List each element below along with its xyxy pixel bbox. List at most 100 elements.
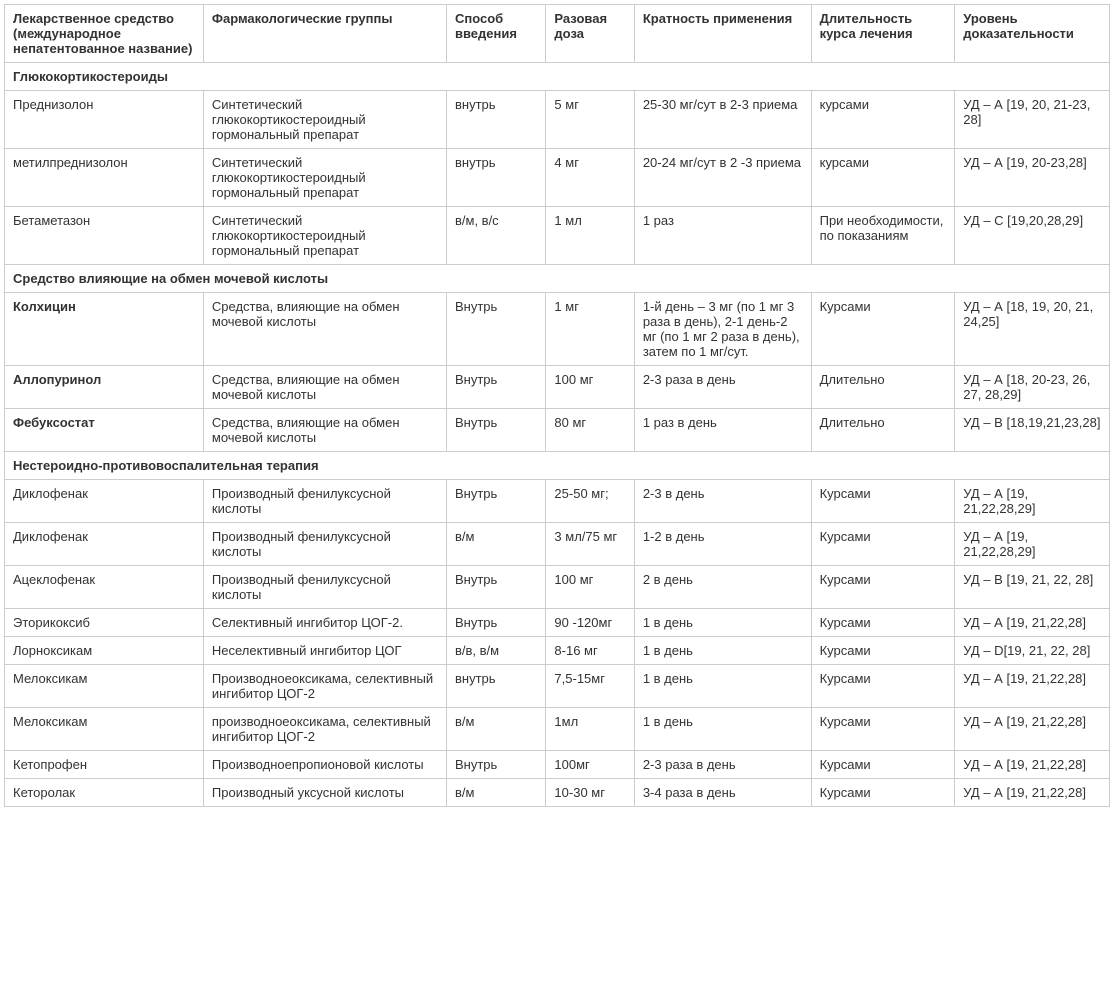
table-cell: 5 мг [546,91,634,149]
table-header: Лекарственное средство (международное не… [5,5,1110,63]
col-header-duration: Длительность курса лечения [811,5,955,63]
table-cell: Мелоксикам [5,665,204,708]
section-header-row: Нестероидно-противовоспалительная терапи… [5,452,1110,480]
table-row: АцеклофенакПроизводный фенилуксусной кис… [5,566,1110,609]
table-cell: Производный фенилуксусной кислоты [203,566,446,609]
table-cell: Курсами [811,637,955,665]
table-cell: Фебуксостат [5,409,204,452]
table-cell: 1-й день – 3 мг (по 1 мг 3 раза в день),… [634,293,811,366]
table-cell: Курсами [811,751,955,779]
table-cell: УД – С [19,20,28,29] [955,207,1110,265]
table-cell: УД – А [19, 21,22,28,29] [955,523,1110,566]
table-cell: 100 мг [546,566,634,609]
section-header-cell: Глюкокортикостероиды [5,63,1110,91]
table-cell: Курсами [811,523,955,566]
table-cell: Синтетический глюкокортикостероидный гор… [203,91,446,149]
table-cell: Курсами [811,293,955,366]
table-row: КетопрофенПроизводноепропионовой кислоты… [5,751,1110,779]
table-row: КолхицинСредства, влияющие на обмен моче… [5,293,1110,366]
table-row: ДиклофенакПроизводный фенилуксусной кисл… [5,523,1110,566]
table-cell: 25-30 мг/сут в 2-3 приема [634,91,811,149]
table-cell: 2 в день [634,566,811,609]
table-cell: курсами [811,91,955,149]
table-cell: Кеторолак [5,779,204,807]
table-cell: в/м [446,779,545,807]
table-cell: Курсами [811,566,955,609]
table-cell: 1 раз в день [634,409,811,452]
table-cell: УД – А [19, 20, 21-23, 28] [955,91,1110,149]
table-cell: Синтетический глюкокортикостероидный гор… [203,149,446,207]
table-cell: Производный уксусной кислоты [203,779,446,807]
medication-table: Лекарственное средство (международное не… [4,4,1110,807]
table-cell: 8-16 мг [546,637,634,665]
table-cell: Длительно [811,409,955,452]
table-cell: Длительно [811,366,955,409]
table-row: МелоксикамПроизводноеоксикама, селективн… [5,665,1110,708]
col-header-frequency: Кратность применения [634,5,811,63]
table-cell: в/м [446,708,545,751]
table-cell: Производноепропионовой кислоты [203,751,446,779]
table-cell: Производный фенилуксусной кислоты [203,523,446,566]
table-cell: Неселективный ингибитор ЦОГ [203,637,446,665]
table-cell: 25-50 мг; [546,480,634,523]
col-header-group: Фармакологические группы [203,5,446,63]
table-cell: 1 мг [546,293,634,366]
col-header-evidence: Уровень доказательности [955,5,1110,63]
table-row: ФебуксостатСредства, влияющие на обмен м… [5,409,1110,452]
table-cell: УД – D[19, 21, 22, 28] [955,637,1110,665]
table-cell: УД – В [18,19,21,23,28] [955,409,1110,452]
table-cell: Лорноксикам [5,637,204,665]
table-cell: Преднизолон [5,91,204,149]
table-cell: Синтетический глюкокортикостероидный гор… [203,207,446,265]
table-cell: в/м, в/с [446,207,545,265]
table-cell: 20-24 мг/сут в 2 -3 приема [634,149,811,207]
table-cell: Бетаметазон [5,207,204,265]
table-cell: Курсами [811,708,955,751]
table-cell: Производноеоксикама, селективный ингибит… [203,665,446,708]
section-header-cell: Нестероидно-противовоспалительная терапи… [5,452,1110,480]
table-cell: УД – А [18, 20-23, 26, 27, 28,29] [955,366,1110,409]
table-cell: 1 мл [546,207,634,265]
table-cell: Курсами [811,779,955,807]
table-row: Мелоксикампроизводноеоксикама, селективн… [5,708,1110,751]
table-row: ЛорноксикамНеселективный ингибитор ЦОГ в… [5,637,1110,665]
table-cell: в/в, в/м [446,637,545,665]
table-row: ПреднизолонСинтетический глюкокортикосте… [5,91,1110,149]
table-cell: 80 мг [546,409,634,452]
table-body: ГлюкокортикостероидыПреднизолонСинтетиче… [5,63,1110,807]
table-cell: Курсами [811,480,955,523]
table-cell: УД – А [18, 19, 20, 21, 24,25] [955,293,1110,366]
table-cell: Аллопуринол [5,366,204,409]
table-cell: УД – А [19, 21,22,28] [955,665,1110,708]
section-header-row: Средство влияющие на обмен мочевой кисло… [5,265,1110,293]
table-cell: производноеоксикама, селективный ингибит… [203,708,446,751]
table-cell: 3 мл/75 мг [546,523,634,566]
table-cell: Внутрь [446,293,545,366]
table-cell: 2-3 раза в день [634,751,811,779]
table-cell: Средства, влияющие на обмен мочевой кисл… [203,366,446,409]
table-cell: УД – В [19, 21, 22, 28] [955,566,1110,609]
col-header-route: Способ введения [446,5,545,63]
table-cell: УД – А [19, 21,22,28] [955,751,1110,779]
table-cell: 100мг [546,751,634,779]
table-cell: УД – А [19, 20-23,28] [955,149,1110,207]
table-row: КеторолакПроизводный уксусной кислоты в/… [5,779,1110,807]
table-cell: Диклофенак [5,523,204,566]
table-row: БетаметазонСинтетический глюкокортикосте… [5,207,1110,265]
table-cell: Диклофенак [5,480,204,523]
table-cell: Средства, влияющие на обмен мочевой кисл… [203,293,446,366]
table-cell: Средства, влияющие на обмен мочевой кисл… [203,409,446,452]
table-cell: 4 мг [546,149,634,207]
table-cell: Внутрь [446,480,545,523]
table-row: АллопуринолСредства, влияющие на обмен м… [5,366,1110,409]
table-cell: 10-30 мг [546,779,634,807]
col-header-dose: Разовая доза [546,5,634,63]
table-cell: Ацеклофенак [5,566,204,609]
table-cell: Эторикоксиб [5,609,204,637]
table-cell: 7,5-15мг [546,665,634,708]
table-cell: УД – А [19, 21,22,28] [955,708,1110,751]
table-cell: 1мл [546,708,634,751]
table-cell: УД – А [19, 21,22,28,29] [955,480,1110,523]
table-cell: Внутрь [446,751,545,779]
table-cell: Кетопрофен [5,751,204,779]
